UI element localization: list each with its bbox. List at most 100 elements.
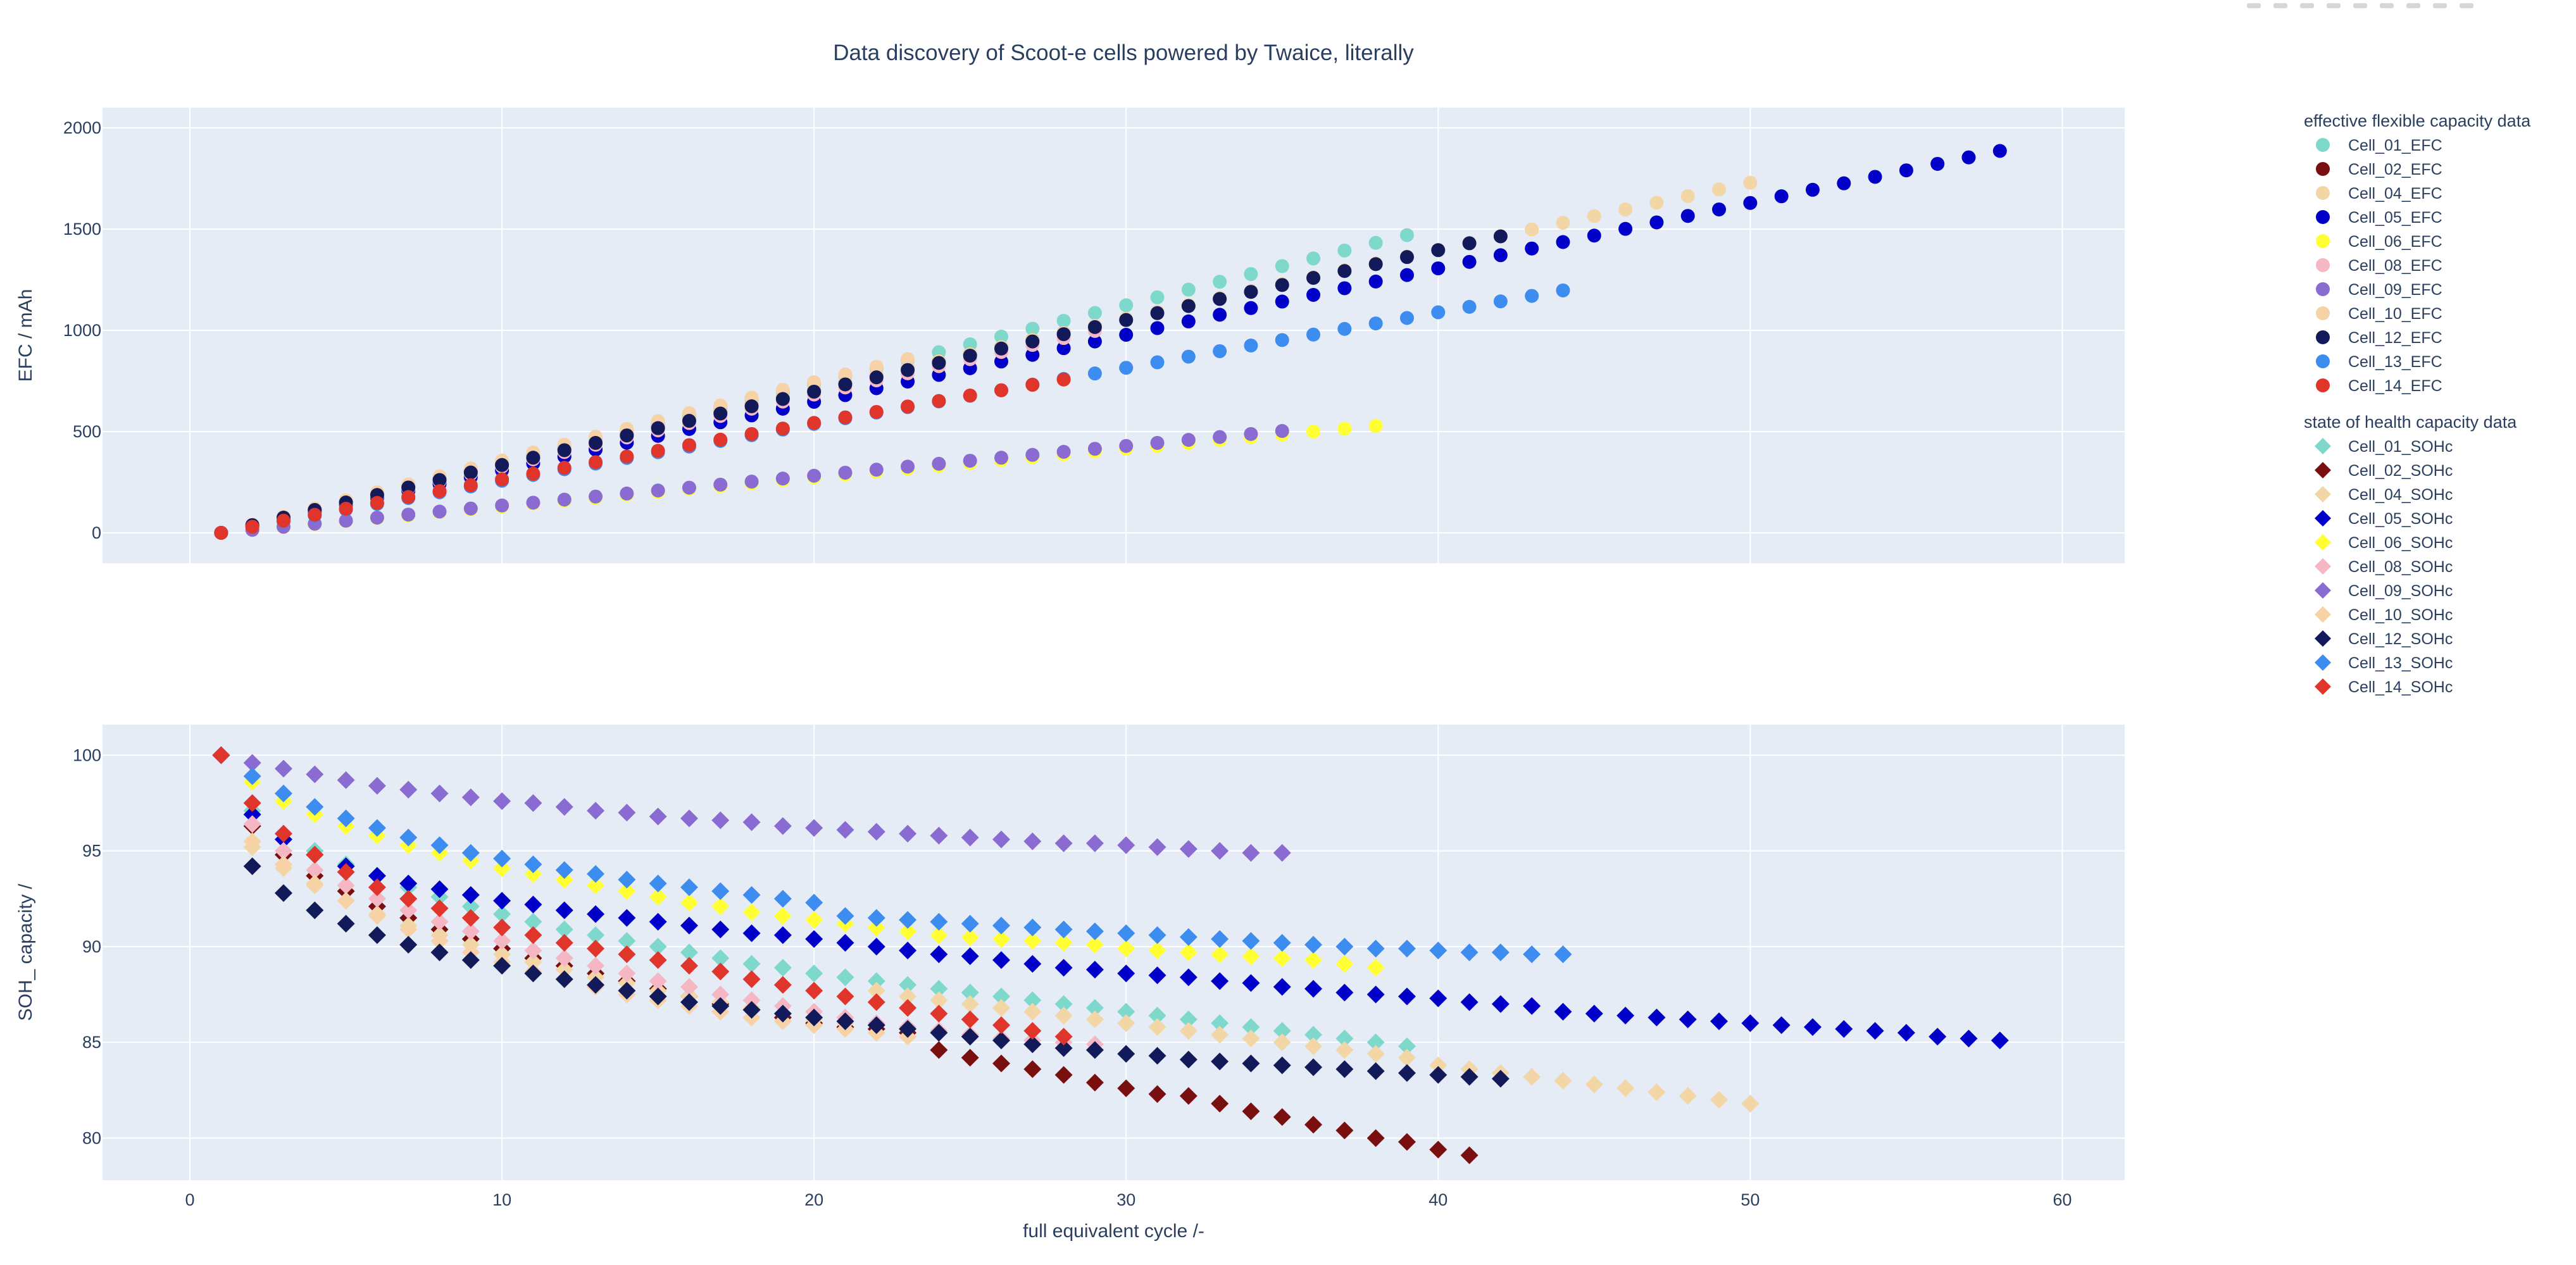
efc-panel: 0 500 1000 1500 2000 EFC / mAh — [15, 108, 2125, 563]
cell-05-sohc-point — [1648, 1008, 1666, 1026]
cell-09-sohc-point — [649, 807, 667, 826]
cell-09-sohc-point — [742, 813, 761, 832]
cell-05-efc-point — [1087, 334, 1102, 349]
lasso-icon[interactable] — [2353, 3, 2367, 8]
cell-05-efc-point — [1712, 202, 1727, 216]
cell-02-sohc-legend-marker — [2315, 462, 2331, 478]
cell-12-sohc-point — [711, 997, 730, 1015]
cell-05-sohc-legend-label: Cell_05_SOHc — [2348, 510, 2453, 528]
cell-01-sohc-point — [680, 944, 698, 961]
cell-09-efc-point — [869, 463, 884, 477]
cell-05-efc-point — [1556, 235, 1570, 249]
cell-12-sohc-point — [1054, 1039, 1073, 1057]
cell-12-efc-point — [526, 451, 541, 465]
cell-14-sohc-point — [773, 976, 792, 994]
cell-13-sohc-point — [773, 890, 792, 908]
cell-13-efc-point — [1150, 355, 1165, 370]
cell-13-sohc-point — [805, 894, 823, 912]
cell-01-sohc-point — [1023, 991, 1042, 1009]
cell-13-sohc-point — [587, 864, 605, 883]
cell-01-sohc-point — [461, 897, 480, 916]
cell-12-efc-point — [1306, 271, 1321, 285]
cell-01-sohc-legend-marker — [2315, 438, 2331, 454]
cell-06-sohc-point — [618, 882, 636, 900]
cell-14-sohc-point — [1023, 1022, 1042, 1040]
pan-icon[interactable] — [2300, 3, 2314, 8]
zoom-icon[interactable] — [2273, 3, 2287, 8]
cell-09-efc-point — [526, 495, 541, 510]
cell-01-efc-legend-label: Cell_01_EFC — [2348, 137, 2442, 154]
cell-01-sohc-point — [493, 905, 511, 923]
cell-12-efc-point — [1150, 306, 1165, 320]
cell-10-sohc-point — [337, 892, 355, 910]
cell-02-sohc-point — [1335, 1121, 1354, 1140]
cell-05-sohc-point — [1023, 955, 1042, 973]
camera-icon[interactable] — [2247, 3, 2261, 8]
cell-14-efc-point — [276, 513, 291, 528]
cell-06-efc-legend-label: Cell_06_EFC — [2348, 233, 2442, 251]
cell-02-sohc-point — [1397, 1133, 1416, 1151]
cell-01-sohc-point — [524, 913, 542, 931]
cell-09-efc-point — [838, 465, 853, 480]
modebar[interactable] — [2247, 0, 2576, 9]
cell-12-sohc-point — [805, 1008, 823, 1026]
cell-09-sohc-point — [1054, 834, 1073, 852]
soh-x-tick-label: 50 — [1741, 1190, 1760, 1209]
cell-14-efc-point — [432, 484, 447, 499]
cell-10-sohc-legend-marker — [2315, 606, 2331, 623]
cell-09-sohc-point — [430, 784, 449, 802]
cell-01-sohc-point — [1397, 1037, 1416, 1056]
cell-08-sohc-point — [243, 815, 261, 833]
cell-12-sohc-point — [587, 976, 605, 994]
reset-icon[interactable] — [2460, 3, 2473, 8]
cell-09-sohc-point — [1211, 842, 1229, 860]
zoom-out-icon[interactable] — [2406, 3, 2420, 8]
select-icon[interactable] — [2327, 3, 2341, 8]
cell-14-efc-legend-label: Cell_14_EFC — [2348, 377, 2442, 395]
cell-14-efc-point — [932, 394, 946, 408]
cell-13-efc-point — [1556, 283, 1570, 297]
cell-13-sohc-point — [742, 886, 761, 904]
cell-12-efc-point — [1119, 313, 1134, 327]
cell-05-sohc-point — [1273, 978, 1291, 996]
cell-06-sohc-point — [649, 888, 667, 906]
cell-06-sohc-point — [1335, 955, 1354, 973]
cell-14-efc-point — [463, 478, 478, 492]
cell-02-sohc-point — [1273, 1108, 1291, 1126]
autoscale-icon[interactable] — [2433, 3, 2447, 8]
cell-13-efc-point — [1181, 349, 1196, 364]
cell-01-efc-point — [1306, 251, 1321, 266]
cell-08-sohc-point — [493, 932, 511, 950]
cell-09-efc-point — [932, 456, 946, 471]
cell-01-sohc-point — [1335, 1030, 1354, 1048]
cell-14-sohc-point — [992, 1016, 1010, 1034]
cell-14-efc-point — [245, 520, 259, 534]
cell-09-sohc-point — [587, 802, 605, 820]
cell-09-sohc-point — [930, 826, 948, 845]
cell-01-sohc-point — [1117, 1002, 1135, 1021]
cell-05-sohc-point — [1148, 966, 1166, 985]
cell-05-sohc-point — [1117, 964, 1135, 983]
cell-05-sohc-point — [1335, 983, 1354, 1002]
cell-09-sohc-point — [524, 794, 542, 813]
cell-05-sohc-point — [1616, 1006, 1635, 1025]
cell-14-efc-point — [557, 461, 572, 475]
cell-01-sohc-point — [1304, 1026, 1323, 1044]
cell-12-sohc-point — [961, 1028, 979, 1046]
cell-14-sohc-point — [587, 939, 605, 957]
cell-04-sohc-point — [1585, 1075, 1603, 1094]
cell-13-sohc-point — [306, 798, 324, 816]
cell-14-sohc-point — [961, 1010, 979, 1028]
cell-05-sohc-point — [867, 937, 885, 956]
cell-01-sohc-point — [1242, 1018, 1260, 1036]
cell-09-efc-point — [901, 459, 915, 474]
cell-05-efc-point — [1680, 209, 1695, 223]
cell-01-sohc-point — [992, 987, 1010, 1006]
legend[interactable]: effective flexible capacity data Cell_01_… — [2304, 111, 2531, 696]
cell-05-efc-point — [1899, 163, 1913, 178]
cell-05-sohc-point — [1085, 961, 1104, 979]
zoom-in-icon[interactable] — [2380, 3, 2394, 8]
cell-12-efc-point — [557, 443, 572, 458]
cell-12-efc-point — [1213, 292, 1227, 306]
